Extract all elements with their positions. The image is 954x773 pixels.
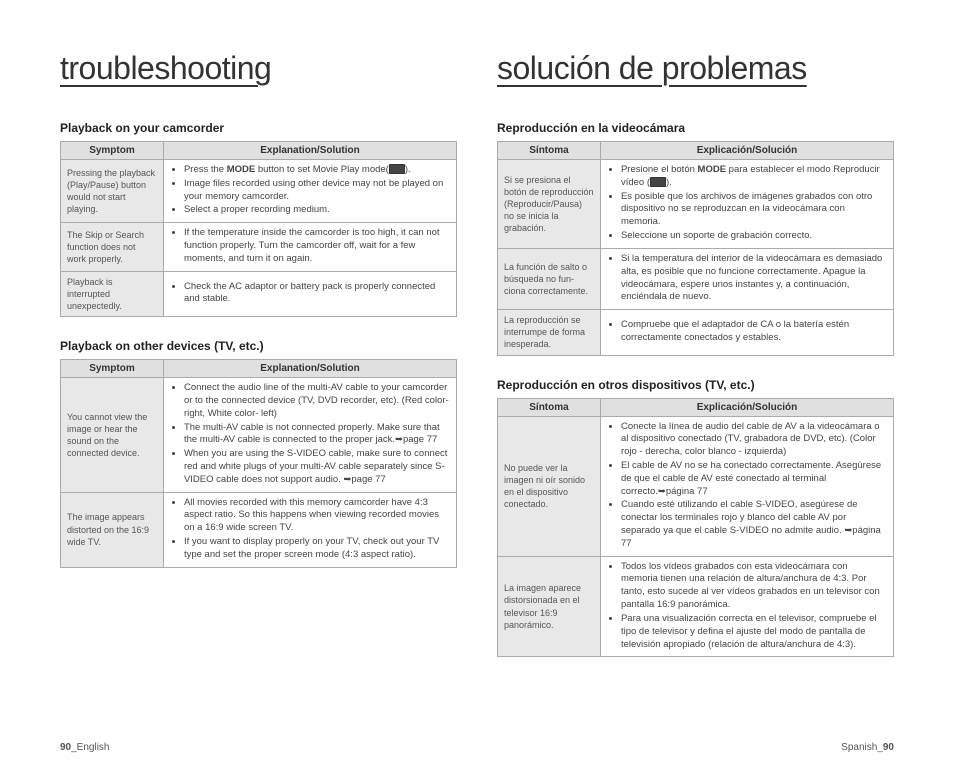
table-row: You cannot view the image or hear the so…	[61, 378, 457, 493]
th-solution: Explanation/Solution	[163, 142, 456, 160]
list-item: Si la temperatura del interior de la vid…	[621, 253, 887, 304]
page-title-right: solución de problemas	[497, 50, 894, 87]
solution-cell: Connect the audio line of the multi-AV c…	[163, 378, 456, 493]
solution-list: Press the MODE button to set Movie Play …	[170, 164, 450, 217]
list-item: Check the AC adaptor or battery pack is …	[184, 281, 450, 307]
list-item: Cuando esté utilizando el cable S-VIDEO,…	[621, 499, 887, 550]
solution-list: Si la temperatura del interior de la vid…	[607, 253, 887, 304]
th-sintoma: Síntoma	[498, 142, 601, 160]
solution-cell: Compruebe que el adaptador de CA o la ba…	[600, 310, 893, 355]
footer-page-left: 90_English	[60, 742, 109, 753]
symptom-cell: The Skip or Search function does not wor…	[61, 223, 164, 271]
symptom-cell: No puede ver la imagen ni oír sonido en …	[498, 416, 601, 556]
solution-list: If the temperature inside the camcorder …	[170, 227, 450, 265]
symptom-cell: La reproducción se interrumpe de forma i…	[498, 310, 601, 355]
list-item: Compruebe que el adaptador de CA o la ba…	[621, 319, 887, 345]
table-row: La función de salto o búsqueda no fun-ci…	[498, 248, 894, 309]
table-row: The image appears distorted on the 16:9 …	[61, 492, 457, 567]
th-solucion: Explicación/Solución	[600, 142, 893, 160]
th-symptom: Symptom	[61, 360, 164, 378]
table-row: The Skip or Search function does not wor…	[61, 223, 457, 271]
solution-cell: Si la temperatura del interior de la vid…	[600, 248, 893, 309]
list-item: Connect the audio line of the multi-AV c…	[184, 382, 450, 420]
solution-cell: Todos los vídeos grabados con esta video…	[600, 556, 893, 657]
footer-right: Spanish_90	[497, 734, 894, 753]
list-item: If the temperature inside the camcorder …	[184, 227, 450, 265]
symptom-cell: Si se presiona el botón de reproducción …	[498, 160, 601, 249]
list-item: Seleccione un soporte de grabación corre…	[621, 230, 887, 243]
tbody: You cannot view the image or hear the so…	[61, 378, 457, 568]
solution-list: Check the AC adaptor or battery pack is …	[170, 281, 450, 307]
table-repro-otros: Síntoma Explicación/Solución No puede ve…	[497, 398, 894, 658]
table-row: Si se presiona el botón de reproducción …	[498, 160, 894, 249]
right-column: solución de problemas Reproducción en la…	[497, 50, 894, 753]
list-item: Todos los vídeos grabados con esta video…	[621, 561, 887, 612]
list-item: Presione el botón MODE para establecer e…	[621, 164, 887, 190]
solution-list: Todos los vídeos grabados con esta video…	[607, 561, 887, 652]
symptom-cell: La función de salto o búsqueda no fun-ci…	[498, 248, 601, 309]
list-item: Conecte la línea de audio del cable de A…	[621, 421, 887, 459]
list-item: El cable de AV no se ha conectado correc…	[621, 460, 887, 498]
th-solution: Explanation/Solution	[163, 360, 456, 378]
table-repro-videocam: Síntoma Explicación/Solución Si se presi…	[497, 141, 894, 356]
solution-cell: All movies recorded with this memory cam…	[163, 492, 456, 567]
section-title-repro-videocam: Reproducción en la videocámara	[497, 121, 894, 135]
solution-cell: Presione el botón MODE para establecer e…	[600, 160, 893, 249]
page-title-left: troubleshooting	[60, 50, 457, 87]
footer-page-right: Spanish_90	[841, 742, 894, 753]
symptom-cell: Playback is interrupted unexpectedly.	[61, 271, 164, 316]
solution-list: Conecte la línea de audio del cable de A…	[607, 421, 887, 551]
section-title-playback-camcorder: Playback on your camcorder	[60, 121, 457, 135]
table-playback-other: Symptom Explanation/Solution You cannot …	[60, 359, 457, 568]
solution-cell: If the temperature inside the camcorder …	[163, 223, 456, 271]
solution-cell: Press the MODE button to set Movie Play …	[163, 160, 456, 223]
list-item: Press the MODE button to set Movie Play …	[184, 164, 450, 177]
list-item: Para una visualización correcta en el te…	[621, 613, 887, 651]
tbody: Pressing the playback (Play/Pause) butto…	[61, 160, 457, 317]
solution-list: Presione el botón MODE para establecer e…	[607, 164, 887, 243]
list-item: The multi-AV cable is not connected prop…	[184, 422, 450, 448]
th-symptom: Symptom	[61, 142, 164, 160]
symptom-cell: The image appears distorted on the 16:9 …	[61, 492, 164, 567]
list-item: All movies recorded with this memory cam…	[184, 497, 450, 535]
solution-list: Compruebe que el adaptador de CA o la ba…	[607, 319, 887, 345]
table-row: Playback is interrupted unexpectedly. Che…	[61, 271, 457, 316]
symptom-cell: You cannot view the image or hear the so…	[61, 378, 164, 493]
table-row: La imagen aparece distorsionada en el te…	[498, 556, 894, 657]
tbody: Si se presiona el botón de reproducción …	[498, 160, 894, 356]
solution-cell: Conecte la línea de audio del cable de A…	[600, 416, 893, 556]
solution-cell: Check the AC adaptor or battery pack is …	[163, 271, 456, 316]
solution-list: Connect the audio line of the multi-AV c…	[170, 382, 450, 487]
list-item: Image files recorded using other device …	[184, 178, 450, 204]
table-row: La reproducción se interrumpe de forma i…	[498, 310, 894, 355]
table-playback-camcorder: Symptom Explanation/Solution Pressing th…	[60, 141, 457, 317]
section-title-playback-other: Playback on other devices (TV, etc.)	[60, 339, 457, 353]
section-title-repro-otros: Reproducción en otros dispositivos (TV, …	[497, 378, 894, 392]
symptom-cell: La imagen aparece distorsionada en el te…	[498, 556, 601, 657]
th-sintoma: Síntoma	[498, 398, 601, 416]
list-item: Es posible que los archivos de imágenes …	[621, 191, 887, 229]
list-item: When you are using the S-VIDEO cable, ma…	[184, 448, 450, 486]
tbody: No puede ver la imagen ni oír sonido en …	[498, 416, 894, 657]
table-row: No puede ver la imagen ni oír sonido en …	[498, 416, 894, 556]
list-item: Select a proper recording medium.	[184, 204, 450, 217]
symptom-cell: Pressing the playback (Play/Pause) butto…	[61, 160, 164, 223]
footer-left: 90_English	[60, 734, 457, 753]
solution-list: All movies recorded with this memory cam…	[170, 497, 450, 562]
list-item: If you want to display properly on your …	[184, 536, 450, 562]
th-solucion: Explicación/Solución	[600, 398, 893, 416]
left-column: troubleshooting Playback on your camcord…	[60, 50, 457, 753]
table-row: Pressing the playback (Play/Pause) butto…	[61, 160, 457, 223]
two-column-layout: troubleshooting Playback on your camcord…	[60, 50, 894, 753]
